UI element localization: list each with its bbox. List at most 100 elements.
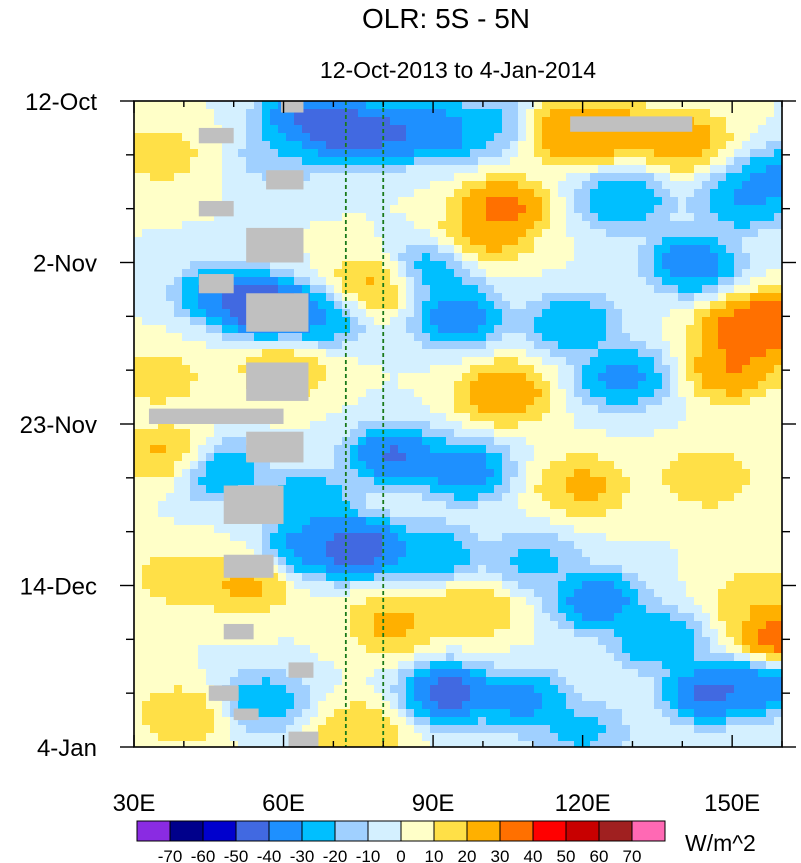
field-cell [526,453,535,462]
field-cell [454,357,463,366]
field-cell [742,445,751,454]
field-cell [726,205,735,214]
field-cell [414,277,423,286]
field-cell [398,485,407,494]
field-cell [598,109,607,118]
field-cell [518,309,527,318]
field-cell [662,157,671,166]
field-cell [222,253,231,262]
field-cell [342,173,351,182]
field-cell [374,461,383,470]
field-cell [582,477,591,486]
field-cell [334,533,343,542]
field-cell [438,165,447,174]
field-cell [446,333,455,342]
field-cell [326,277,335,286]
field-cell [302,357,311,366]
field-cell [534,301,543,310]
field-cell [750,581,759,590]
field-cell [390,101,399,110]
field-cell [646,165,655,174]
field-cell [318,365,327,374]
field-cell [558,213,567,222]
field-cell [678,197,687,206]
field-cell [174,557,183,566]
field-cell [574,237,583,246]
field-cell [134,557,143,566]
field-cell [510,181,519,190]
field-cell [710,485,719,494]
field-cell [150,557,159,566]
field-cell [566,261,575,270]
field-cell [670,269,679,278]
field-cell [390,317,399,326]
field-cell [478,333,487,342]
field-cell [294,517,303,526]
field-cell [478,317,487,326]
field-cell [582,565,591,574]
field-cell [590,101,599,110]
field-cell [158,349,167,358]
field-cell [534,477,543,486]
field-cell [206,301,215,310]
field-cell [278,117,287,126]
field-cell [254,269,263,278]
field-cell [662,517,671,526]
field-cell [438,437,447,446]
field-cell [310,157,319,166]
field-cell [182,589,191,598]
field-cell [750,413,759,422]
field-cell [654,253,663,262]
field-cell [134,277,143,286]
field-cell [382,165,391,174]
field-cell [142,173,151,182]
field-cell [582,533,591,542]
field-cell [526,133,535,142]
field-cell [510,357,519,366]
field-cell [758,309,767,318]
field-cell [758,437,767,446]
field-cell [526,589,535,598]
field-cell [606,493,615,502]
field-cell [454,581,463,590]
field-cell [606,413,615,422]
field-cell [774,181,782,190]
field-cell [214,173,223,182]
field-cell [286,205,295,214]
field-cell [534,205,543,214]
field-cell [358,429,367,438]
field-cell [142,517,151,526]
field-cell [758,349,767,358]
field-cell [614,549,623,558]
field-cell [486,309,495,318]
field-cell [414,581,423,590]
field-cell [230,477,239,486]
field-cell [358,349,367,358]
field-cell [734,549,743,558]
field-cell [382,493,391,502]
field-cell [382,349,391,358]
field-cell [398,309,407,318]
field-cell [718,549,727,558]
field-cell [606,101,615,110]
field-cell [630,101,639,110]
field-cell [726,285,735,294]
field-cell [230,149,239,158]
field-cell [766,221,775,230]
field-cell [622,213,631,222]
field-cell [654,581,663,590]
field-cell [334,501,343,510]
field-cell [758,101,767,110]
field-cell [630,293,639,302]
field-cell [246,469,255,478]
field-cell [238,541,247,550]
field-cell [166,421,175,430]
field-cell [358,589,367,598]
field-cell [222,109,231,118]
field-cell [406,509,415,518]
field-cell [278,197,287,206]
field-cell [486,509,495,518]
field-cell [238,429,247,438]
field-cell [750,165,759,174]
field-cell [662,493,671,502]
